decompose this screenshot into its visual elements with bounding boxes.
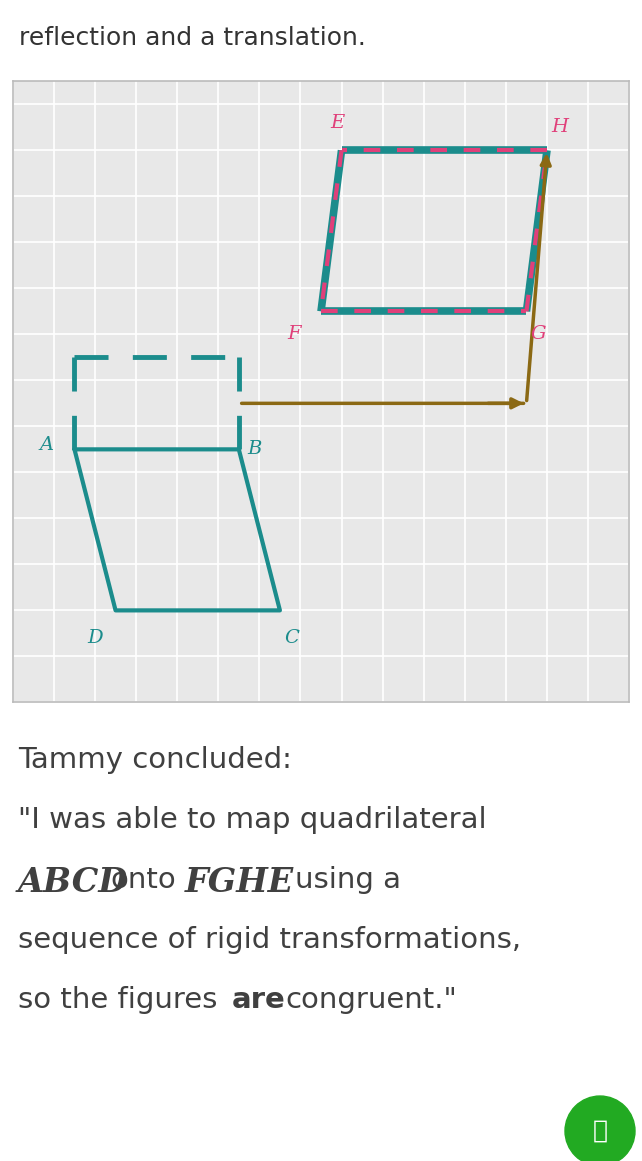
Text: reflection and a translation.: reflection and a translation.	[19, 26, 366, 50]
Text: G: G	[530, 325, 546, 344]
Text: "I was able to map quadrilateral: "I was able to map quadrilateral	[18, 806, 487, 834]
Text: D: D	[87, 629, 103, 647]
Circle shape	[565, 1096, 635, 1161]
Text: congruent.": congruent."	[285, 986, 456, 1014]
Text: FGHE: FGHE	[185, 866, 294, 899]
Text: so the figures: so the figures	[18, 986, 218, 1014]
Text: C: C	[284, 629, 299, 647]
Text: A: A	[40, 435, 54, 454]
Text: sequence of rigid transformations,: sequence of rigid transformations,	[18, 926, 521, 954]
Text: ABCD: ABCD	[18, 866, 128, 899]
Text: Tammy concluded:: Tammy concluded:	[18, 747, 292, 774]
Text: are: are	[232, 986, 286, 1014]
Text: F: F	[287, 325, 300, 344]
Text: using a: using a	[295, 866, 401, 894]
Text: E: E	[331, 114, 345, 132]
Text: B: B	[247, 440, 261, 459]
Text: 💡: 💡	[593, 1119, 607, 1144]
Text: onto: onto	[110, 866, 176, 894]
Text: H: H	[551, 118, 568, 137]
